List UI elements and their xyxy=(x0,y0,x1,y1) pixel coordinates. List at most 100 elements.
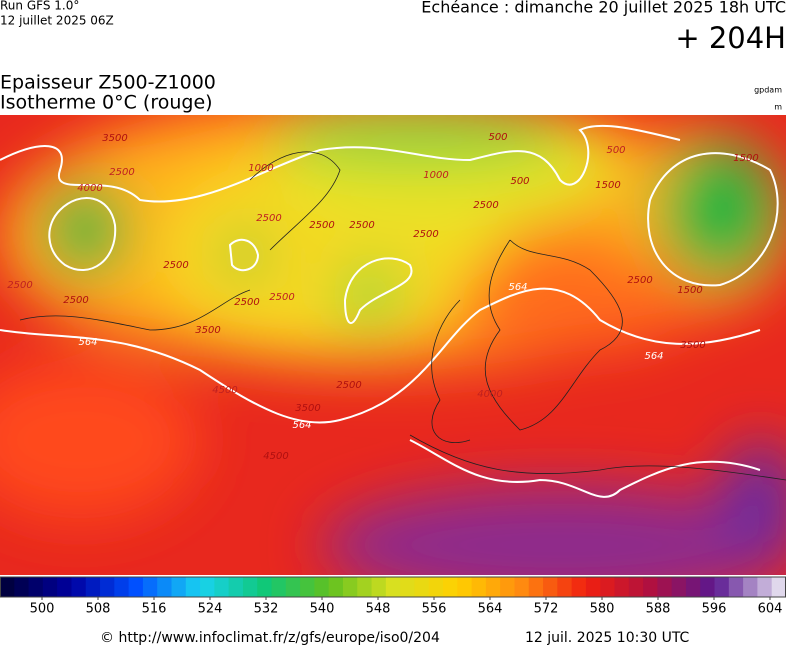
colorbar-swatch xyxy=(700,577,716,597)
map-field xyxy=(0,115,786,575)
colorbar-swatch xyxy=(42,577,58,597)
colorbar-swatch xyxy=(471,577,487,597)
contour-label: 2500 xyxy=(627,275,652,286)
contour-label: 2500 xyxy=(349,220,374,231)
colorbar-swatch xyxy=(85,577,101,597)
colorbar-swatch xyxy=(328,577,344,597)
contour-label: 564 xyxy=(78,337,97,348)
colorbar-swatch xyxy=(414,577,430,597)
contour-label: 500 xyxy=(488,132,507,143)
colorbar-swatch xyxy=(28,577,44,597)
colorbar-swatch xyxy=(571,577,587,597)
contour-label: 1000 xyxy=(248,163,273,174)
colorbar-swatch xyxy=(628,577,644,597)
contour-label: 2500 xyxy=(7,280,32,291)
contour-labels: 3500 2500 4000 2500 2500 2500 564 3500 4500 4500 3… xyxy=(7,132,758,462)
colorbar-swatch xyxy=(657,577,673,597)
title-line2: Isotherme 0°C (rouge) xyxy=(0,92,213,114)
contour-label: 2500 xyxy=(269,292,294,303)
title-line1: Epaisseur Z500-Z1000 xyxy=(0,72,216,94)
contour-label: 4000 xyxy=(77,183,102,194)
colorbar-swatch xyxy=(728,577,744,597)
colorbar-swatch xyxy=(600,577,616,597)
colorbar-label: 580 xyxy=(590,602,615,617)
colorbar-swatch xyxy=(71,577,87,597)
colorbar-label: 556 xyxy=(422,602,447,617)
colorbar-swatch xyxy=(614,577,630,597)
colorbar-swatch xyxy=(157,577,172,597)
colorbar-label: 564 xyxy=(478,602,503,617)
contour-label: 3500 xyxy=(195,325,220,336)
colorbar: 500 508 516 524 532 540 548 556 564 572 580 588 596 6… xyxy=(0,576,786,617)
colorbar-swatch xyxy=(200,577,215,597)
colorbar-swatch xyxy=(528,577,544,597)
contour-label: 564 xyxy=(644,351,663,362)
unit-isotherm: m xyxy=(774,103,782,112)
colorbar-swatch xyxy=(514,577,530,597)
colorbar-swatch xyxy=(142,577,158,597)
contour-label: 2500 xyxy=(336,380,361,391)
colorbar-swatch xyxy=(643,577,658,597)
colorbar-label: 508 xyxy=(86,602,111,617)
contour-label: 4000 xyxy=(477,389,502,400)
colorbar-swatch xyxy=(271,577,287,597)
contour-label: 2500 xyxy=(473,200,498,211)
contour-label: 3500 xyxy=(295,403,320,414)
colorbar-label: 516 xyxy=(142,602,167,617)
colorbar-swatch xyxy=(128,577,144,597)
colorbar-swatch xyxy=(371,577,387,597)
colorbar-swatch xyxy=(743,577,758,597)
colorbar-swatch xyxy=(357,577,373,597)
contour-label: 1500 xyxy=(677,285,702,296)
contour-label: 2500 xyxy=(413,229,438,240)
contour-label: 2500 xyxy=(109,167,134,178)
colorbar-swatch xyxy=(342,577,358,597)
colorbar-swatch xyxy=(671,577,687,597)
colorbar-swatch xyxy=(771,577,786,597)
colorbar-swatch xyxy=(543,577,558,597)
contour-label: 2500 xyxy=(63,295,88,306)
colorbar-swatch xyxy=(685,577,701,597)
colorbar-label: 500 xyxy=(30,602,55,617)
colorbar-swatch xyxy=(14,577,30,597)
footer-date: 12 juil. 2025 10:30 UTC xyxy=(525,630,690,646)
colorbar-swatch xyxy=(385,577,401,597)
colorbar-swatch xyxy=(557,577,573,597)
colorbar-label: 532 xyxy=(254,602,279,617)
colorbar-swatch xyxy=(214,577,230,597)
colorbar-swatch xyxy=(500,577,515,597)
contour-label: 2500 xyxy=(234,297,259,308)
colorbar-swatch xyxy=(714,577,730,597)
contour-label: 564 xyxy=(292,420,311,431)
contour-label: 2500 xyxy=(256,213,281,224)
contour-label: 4500 xyxy=(212,385,237,396)
thickness-contours xyxy=(0,124,779,498)
contour-label: 500 xyxy=(606,145,625,156)
contour-label: 2500 xyxy=(309,220,334,231)
colorbar-swatch xyxy=(757,577,773,597)
colorbar-label: 540 xyxy=(310,602,335,617)
colorbar-swatch xyxy=(171,577,187,597)
colorbar-swatch xyxy=(443,577,458,597)
run-date: 12 juillet 2025 06Z xyxy=(0,14,114,28)
colorbar-swatch xyxy=(428,577,444,597)
colorbar-label: 596 xyxy=(702,602,727,617)
colorbar-swatch xyxy=(300,577,315,597)
run: Run GFS 1.0° xyxy=(0,0,79,13)
contour-label: 1000 xyxy=(423,170,448,181)
contour-label: 2500 xyxy=(163,260,188,271)
contour-label: 500 xyxy=(510,176,529,187)
colorbar-swatch xyxy=(257,577,273,597)
colorbar-swatch xyxy=(242,577,258,597)
colorbar-label: 604 xyxy=(758,602,783,617)
coastlines xyxy=(19,151,786,481)
colorbar-swatch xyxy=(185,577,201,597)
colorbar-swatch xyxy=(285,577,301,597)
contour-label: 564 xyxy=(508,282,527,293)
colorbar-swatch xyxy=(400,577,415,597)
colorbar-swatch xyxy=(585,577,601,597)
colorbar-label: 588 xyxy=(646,602,671,617)
contour-label: 1500 xyxy=(595,180,620,191)
colorbar-label: 572 xyxy=(534,602,559,617)
